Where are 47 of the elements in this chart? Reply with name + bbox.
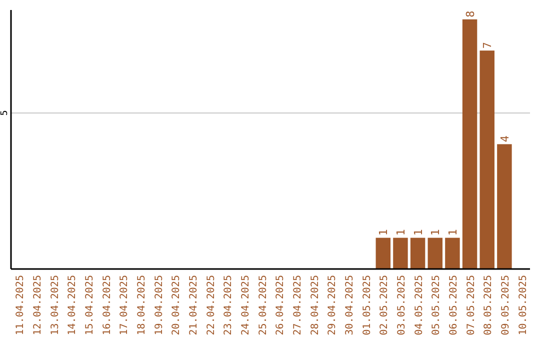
bar	[428, 238, 442, 269]
x-tick-label: 18.04.2025	[136, 275, 148, 336]
x-tick-label: 21.04.2025	[188, 275, 200, 336]
data-label: 1	[377, 229, 390, 236]
x-tick-label: 13.04.2025	[50, 275, 61, 336]
y-tick-label: 5	[0, 110, 10, 116]
bar	[480, 50, 494, 269]
bar	[393, 238, 408, 269]
x-tick-label: 26.04.2025	[275, 275, 286, 336]
x-tick-label: 30.04.2025	[344, 275, 356, 336]
bar	[445, 238, 460, 269]
x-tick-label: 20.04.2025	[171, 275, 182, 336]
data-label: 1	[429, 229, 442, 236]
x-tick-label: 02.05.2025	[379, 275, 390, 336]
x-tick-label: 19.04.2025	[154, 275, 165, 336]
bar	[497, 144, 512, 269]
x-tick-label: 03.05.2025	[396, 275, 408, 336]
data-label: 1	[394, 229, 408, 236]
data-label: 7	[481, 42, 494, 49]
x-tick-label: 27.04.2025	[292, 275, 304, 336]
x-tick-label: 07.05.2025	[466, 275, 477, 336]
x-tick-label: 01.05.2025	[362, 275, 373, 336]
x-tick-label: 15.04.2025	[84, 275, 96, 336]
x-tick-label: 14.04.2025	[67, 275, 78, 336]
x-tick-label: 05.05.2025	[431, 275, 442, 336]
x-tick-label: 16.04.2025	[102, 275, 113, 336]
bar	[376, 238, 391, 269]
data-label: 4	[498, 135, 512, 142]
bar	[410, 238, 426, 269]
bar	[462, 19, 478, 269]
x-tick-label: 09.05.2025	[500, 275, 512, 336]
x-tick-label: 04.05.2025	[414, 275, 425, 336]
x-tick-label: 29.04.2025	[327, 275, 338, 336]
x-tick-label: 24.04.2025	[240, 275, 252, 336]
data-label: 8	[464, 10, 477, 18]
x-tick-label: 22.04.2025	[206, 275, 217, 336]
x-tick-label: 17.04.2025	[119, 275, 130, 336]
x-tick-label: 28.04.2025	[310, 275, 321, 336]
x-tick-label: 08.05.2025	[483, 275, 494, 336]
data-label: 1	[446, 229, 460, 236]
data-label: 1	[412, 229, 425, 236]
x-tick-label: 10.05.2025	[518, 275, 529, 336]
x-tick-label: 11.04.2025	[15, 275, 26, 336]
x-tick-label: 06.05.2025	[448, 275, 460, 336]
x-tick-label: 12.04.2025	[32, 275, 44, 336]
x-tick-label: 25.04.2025	[258, 275, 269, 336]
x-tick-label: 23.04.2025	[223, 275, 234, 336]
